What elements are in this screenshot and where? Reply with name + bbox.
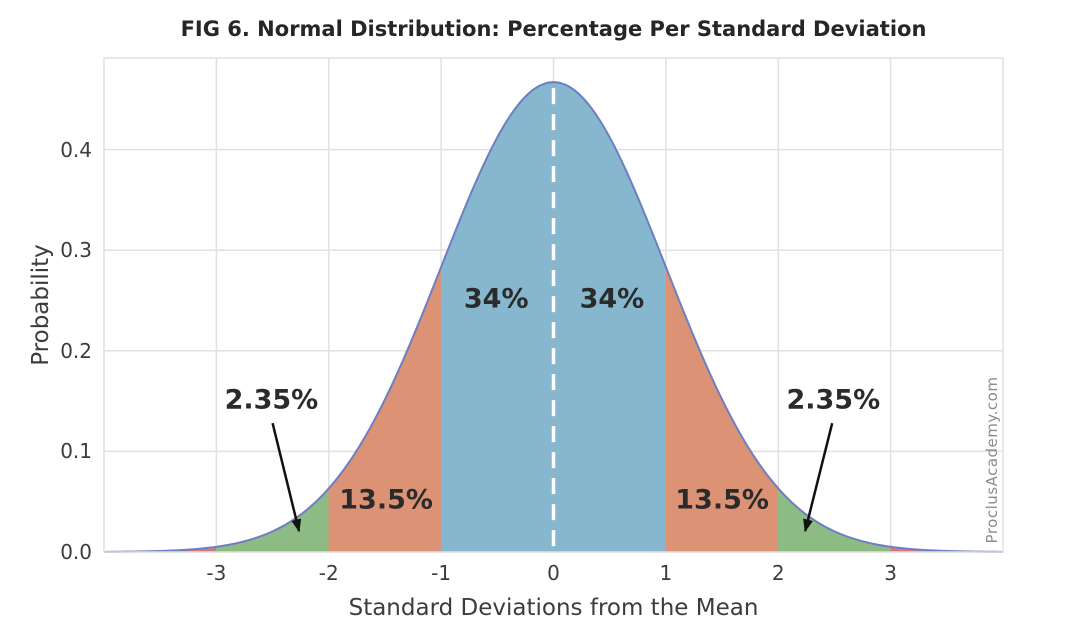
percentage-label: 13.5% bbox=[675, 485, 769, 516]
distribution-region bbox=[216, 487, 329, 553]
distribution-region bbox=[440, 81, 554, 553]
percentage-label: 2.35% bbox=[225, 385, 319, 416]
x-axis-label: Standard Deviations from the Mean bbox=[348, 595, 759, 621]
x-tick-label: 3 bbox=[884, 561, 897, 585]
x-tick-label: 0 bbox=[547, 561, 560, 585]
percentage-label: 34% bbox=[464, 284, 529, 315]
percentage-label: 2.35% bbox=[786, 385, 880, 416]
x-tick-label: 2 bbox=[771, 561, 785, 585]
distribution-region bbox=[553, 81, 667, 553]
annotation-arrow bbox=[803, 422, 834, 533]
y-tick-label: 0.0 bbox=[60, 540, 92, 564]
normal-curve-line bbox=[103, 81, 1004, 553]
y-tick-label: 0.1 bbox=[60, 439, 92, 464]
x-tick-label: -3 bbox=[206, 561, 227, 585]
y-tick-label: 0.3 bbox=[60, 238, 92, 263]
y-tick-label: 0.2 bbox=[60, 338, 92, 363]
y-tick-label: 0.4 bbox=[60, 137, 92, 162]
x-tick-label: 1 bbox=[659, 561, 673, 585]
watermark: ProclusAcademy.com bbox=[983, 376, 1001, 544]
x-tick-label: -2 bbox=[318, 561, 339, 585]
percentage-label: 13.5% bbox=[339, 485, 433, 516]
chart-title: FIG 6. Normal Distribution: Percentage P… bbox=[180, 17, 927, 41]
percentage-label: 34% bbox=[580, 284, 645, 315]
x-tick-label: -1 bbox=[431, 561, 452, 585]
annotation-arrow bbox=[271, 422, 302, 533]
plot-border bbox=[103, 57, 1004, 553]
distribution-region bbox=[778, 487, 891, 553]
